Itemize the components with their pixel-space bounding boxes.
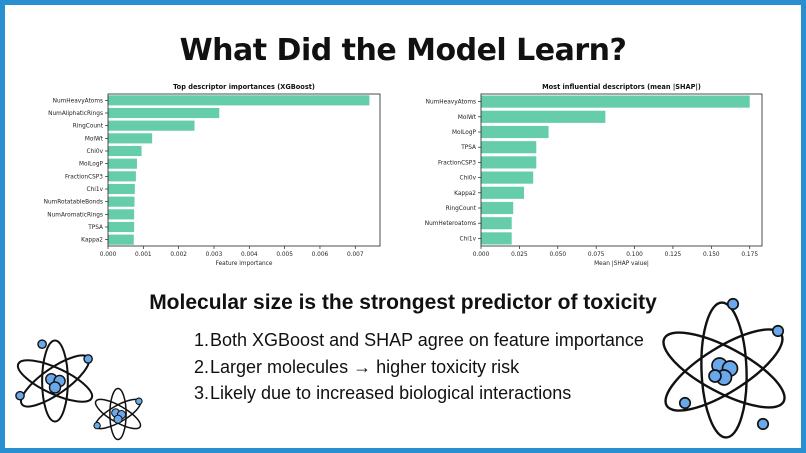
plot-frame	[480, 93, 763, 247]
chart-bar	[108, 95, 370, 106]
y-tick-label: NumHeavyAtoms	[53, 98, 103, 104]
shap-importance-chart: NumHeavyAtoms MolWt MolLogP TPSA FractionCSP…	[425, 83, 763, 267]
y-tick-label: Kappa2	[454, 191, 476, 197]
chart-bar	[481, 95, 750, 108]
x-tick-label: 0.000	[473, 252, 490, 258]
x-tick-label: 0.005	[276, 252, 293, 258]
x-tick-label: 0.003	[206, 252, 223, 258]
slide-title: What Did the Model Learn?	[179, 33, 627, 68]
y-tick-label: Chi0v	[460, 176, 477, 182]
y-tick-label: TPSA	[460, 145, 476, 151]
y-tick-label: NumAromaticRings	[47, 212, 103, 218]
chart-title: Top descriptor importances (XGBoost)	[173, 83, 315, 91]
x-tick-label: 0.004	[241, 252, 258, 258]
chart-bar	[108, 107, 220, 119]
chart-bar	[108, 183, 135, 195]
x-tick-label: 0.150	[703, 252, 720, 258]
x-tick-label: 0.125	[665, 252, 682, 258]
x-tick-label: 0.001	[135, 252, 152, 258]
y-tick-label: MolWt	[85, 136, 104, 142]
y-tick-label: RingCount	[73, 124, 104, 130]
chart-bar	[481, 125, 549, 139]
y-tick-label: Chi0v	[87, 149, 104, 155]
list-item-text: Both XGBoost and SHAP agree on feature i…	[210, 330, 644, 350]
y-tick-label: Chi1v	[460, 236, 477, 242]
x-tick-label: 0.000	[100, 252, 117, 258]
list-item-number: 1.	[194, 330, 210, 350]
list-item-number: 3.	[194, 383, 210, 403]
x-axis-label: Feature importance	[216, 261, 273, 267]
slide: What Did the Model Learn? NumHeavyAtoms N…	[5, 5, 801, 448]
atom-icon	[15, 339, 94, 423]
x-tick-label: 0.025	[511, 252, 528, 258]
y-tick-label: MolLogP	[79, 162, 104, 168]
x-tick-label: 0.006	[312, 252, 329, 258]
y-tick-label: Chi1v	[87, 187, 104, 193]
y-tick-label: FractionCSP3	[65, 174, 103, 180]
chart-bar	[108, 133, 153, 144]
atom-icon	[93, 387, 143, 441]
chart-bar	[481, 156, 537, 169]
y-tick-label: MolLogP	[452, 130, 477, 136]
chart-bar	[481, 232, 512, 245]
x-tick-label: 0.002	[170, 252, 187, 258]
list-item: 1.Both XGBoost and SHAP agree on feature…	[194, 327, 644, 354]
y-tick-label: TPSA	[87, 225, 103, 231]
chart-bar	[108, 145, 142, 157]
list-item: 3.Likely due to increased biological int…	[194, 380, 644, 407]
chart-bar	[108, 120, 195, 131]
chart-bar	[108, 196, 135, 207]
y-tick-label: NumRotatableBonds	[44, 200, 103, 206]
plot-frame	[107, 93, 381, 247]
key-points-list: 1.Both XGBoost and SHAP agree on feature…	[194, 327, 644, 407]
x-axis-label: Mean |SHAP value|	[594, 261, 649, 267]
list-item: 2.Larger molecules → higher toxicity ris…	[194, 354, 644, 381]
y-tick-label: NumHeavyAtoms	[426, 100, 476, 106]
xgboost-importance-chart: NumHeavyAtoms NumAliphaticRings RingCount M…	[44, 83, 381, 267]
x-tick-label: 0.175	[741, 252, 758, 258]
y-tick-label: Kappa2	[81, 238, 103, 244]
list-item-text: Likely due to increased biological inter…	[210, 383, 572, 403]
x-tick-label: 0.100	[626, 252, 643, 258]
atom-icon	[662, 297, 786, 439]
slide-subtitle: Molecular size is the strongest predicto…	[149, 291, 657, 314]
x-tick-label: 0.050	[549, 252, 566, 258]
chart-bar	[481, 110, 606, 123]
chart-bar	[108, 221, 135, 233]
chart-bar	[108, 234, 134, 245]
chart-bar	[108, 171, 136, 182]
y-tick-label: FractionCSP3	[438, 160, 476, 166]
chart-bar	[108, 209, 135, 220]
y-tick-label: NumAliphaticRings	[48, 111, 103, 117]
chart-bar	[481, 141, 537, 154]
list-item-number: 2.	[194, 356, 210, 377]
y-tick-label: MolWt	[458, 115, 477, 121]
chart-bar	[481, 171, 534, 184]
chart-bar	[481, 201, 514, 215]
chart-bar	[481, 186, 524, 199]
x-tick-label: 0.075	[588, 252, 605, 258]
chart-title: Most influential descriptors (mean |SHAP…	[542, 83, 701, 92]
y-tick-label: NumHeteroatoms	[425, 221, 476, 227]
chart-bar	[108, 158, 137, 169]
list-item-text: Larger molecules → higher toxicity risk	[210, 356, 520, 377]
y-tick-label: RingCount	[446, 206, 477, 212]
chart-bar	[481, 217, 512, 230]
x-tick-label: 0.007	[347, 252, 364, 258]
